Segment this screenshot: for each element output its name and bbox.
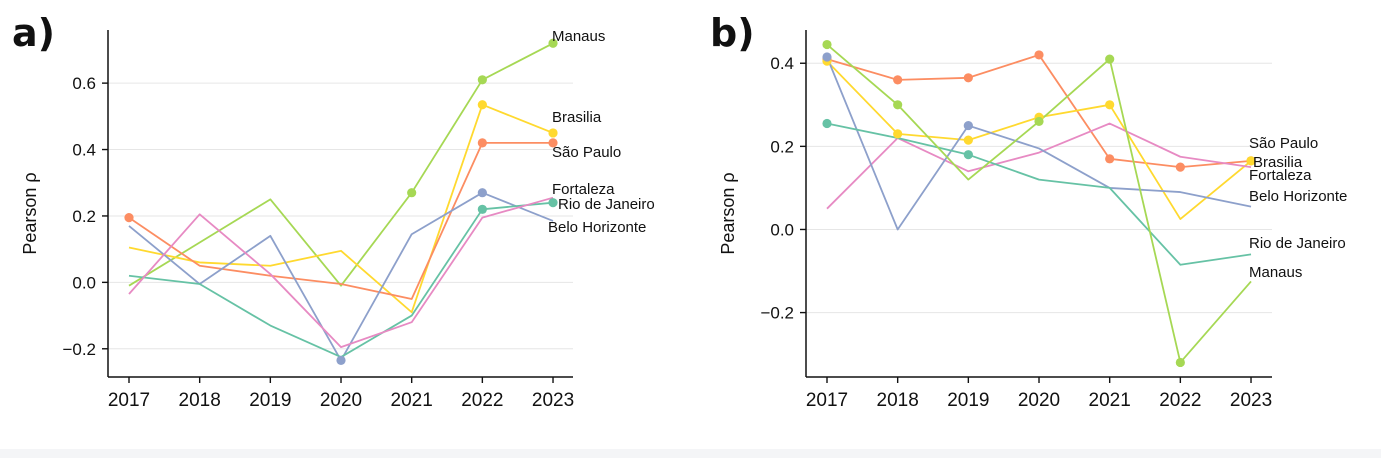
x-tick-label: 2018 [179,390,221,411]
series-end-label: Brasilia [552,109,602,126]
data-point-brasilia [1246,156,1256,166]
x-tick-label: 2017 [806,390,848,411]
series-line-belo-horizonte [826,56,1252,231]
y-tick-label: 0.6 [72,74,96,93]
data-point-fortaleza [336,355,346,365]
series-line-rio-de-janeiro [128,201,554,358]
data-point-brasilia [477,100,487,110]
series-line-fortaleza [128,191,554,362]
data-point-s-o-paulo [893,75,903,85]
series-line-s-o-paulo [826,54,1252,169]
data-point-manaus [407,188,417,198]
series-line-brasilia [826,60,1252,220]
x-tick-label: 2022 [1159,390,1201,411]
y-axis-label: Pearson ρ [20,172,40,254]
data-point-manaus [822,39,832,50]
series-end-label: Fortaleza [1249,167,1312,184]
data-point-manaus [548,38,558,48]
y-tick-label: 0.0 [72,273,96,292]
panel-label: a) [12,11,55,55]
panel-label: b) [710,11,755,55]
series-end-label: Belo Horizonte [548,219,646,236]
x-tick-label: 2018 [877,390,919,411]
x-tick-label: 2021 [1089,390,1131,411]
data-point-s-o-paulo [124,213,134,223]
x-tick-label: 2023 [532,390,574,411]
y-tick-label: −0.2 [62,340,96,359]
series-line-manaus [826,43,1252,364]
panel-a: a) −0.2 0.0 0.2 0.4 0.6 2017 2018 2019 2020 2021 20… [12,11,655,411]
y-tick-label: 0.0 [770,220,794,239]
data-point-manaus [893,100,903,110]
series-end-label: São Paulo [552,144,621,161]
x-tick-label: 2019 [249,390,291,411]
data-point-rio-de-janeiro [963,150,973,160]
y-tick-label: 0.4 [770,54,794,73]
x-tick-label: 2023 [1230,390,1272,411]
series-end-label: Belo Horizonte [1249,188,1347,205]
series-line-manaus [128,42,554,287]
series-end-label: Rio de Janeiro [558,196,655,213]
data-point-belo-horizonte [963,120,973,131]
data-point-s-o-paulo [1034,50,1044,60]
data-point-brasilia [893,129,903,139]
data-point-fortaleza [477,188,487,198]
data-point-manaus [1034,116,1044,127]
data-point-rio-de-janeiro [477,204,487,214]
series-end-label: São Paulo [1249,135,1318,152]
series-line-belo-horizonte [128,196,554,349]
data-point-brasilia [548,128,558,138]
x-tick-label: 2022 [461,390,503,411]
y-tick-label: 0.2 [770,137,794,156]
y-tick-label: −0.2 [760,304,794,323]
y-axis-label: Pearson ρ [718,172,738,254]
bottom-strip [0,449,1381,458]
data-point-manaus [1175,357,1185,368]
series-end-label: Manaus [1249,264,1302,281]
data-point-brasilia [963,135,973,145]
data-point-s-o-paulo [1105,154,1115,164]
y-tick-label: 0.2 [72,207,96,226]
y-tick-label: 0.4 [72,141,96,160]
data-point-rio-de-janeiro [548,198,558,208]
series-end-label: Brasilia [1253,154,1303,171]
x-tick-label: 2020 [320,390,362,411]
series-end-label: Manaus [552,28,605,45]
data-point-s-o-paulo [1175,162,1185,172]
data-point-belo-horizonte [822,52,832,62]
x-tick-label: 2017 [108,390,150,411]
data-point-s-o-paulo [548,138,558,148]
data-point-brasilia [1105,100,1115,110]
series-end-label: Rio de Janeiro [1249,235,1346,252]
x-tick-label: 2021 [391,390,433,411]
data-point-manaus [477,75,487,85]
series-end-label: Fortaleza [552,181,615,198]
data-point-s-o-paulo [477,138,487,148]
data-point-rio-de-janeiro [822,118,832,129]
x-tick-label: 2020 [1018,390,1060,411]
data-point-manaus [1105,54,1115,64]
x-tick-label: 2019 [947,390,989,411]
data-point-s-o-paulo [963,73,973,83]
panel-b: b) −0.2 0.0 0.2 0.4 2017 2018 2019 2020 2021 2022 2… [710,11,1347,411]
